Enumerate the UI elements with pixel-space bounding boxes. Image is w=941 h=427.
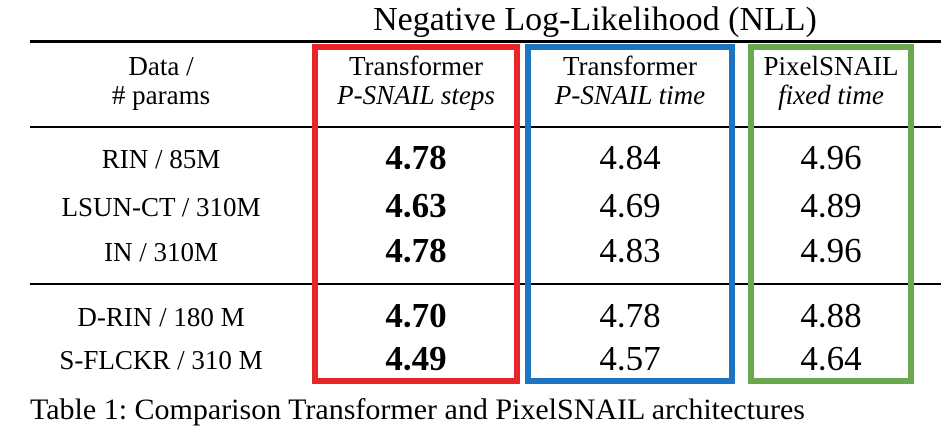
row-label: LSUN-CT / 310M (61, 192, 261, 222)
highlight-box-steps (312, 44, 520, 384)
value-steps: 4.49 (385, 339, 447, 378)
header-model-name: Transformer (563, 51, 697, 81)
highlight-box-time (525, 44, 735, 384)
value-fixed: 4.88 (800, 296, 862, 335)
value-steps: 4.78 (385, 138, 447, 177)
value-time: 4.57 (599, 339, 661, 378)
row-label: IN / 310M (104, 237, 218, 267)
value-time: 4.69 (599, 186, 661, 225)
value-time: 4.84 (599, 138, 661, 177)
header-setting: fixed time (778, 80, 884, 110)
top-rule (30, 40, 941, 43)
header-pixelsnail-fixed: PixelSNAIL fixed time (748, 52, 914, 110)
value-steps: 4.70 (385, 296, 447, 335)
group-rule (30, 283, 941, 285)
table-caption: Table 1: Comparison Transformer and Pixe… (30, 393, 805, 426)
value-fixed: 4.89 (800, 186, 862, 225)
value-fixed: 4.96 (800, 231, 862, 270)
header-setting: P-SNAIL time (554, 80, 706, 110)
value-steps: 4.63 (385, 186, 447, 225)
highlight-box-fixed (748, 44, 914, 384)
row-label: RIN / 85M (101, 144, 221, 174)
value-fixed: 4.64 (800, 339, 862, 378)
value-fixed: 4.96 (800, 138, 862, 177)
header-rule (30, 126, 941, 128)
header-transformer-steps: Transformer P-SNAIL steps (312, 52, 520, 110)
row-label: S-FLCKR / 310 M (59, 345, 263, 375)
header-model-name: PixelSNAIL (763, 51, 899, 81)
table-title: Negative Log-Likelihood (NLL) (373, 1, 817, 38)
header-data-params: Data / # params (30, 52, 292, 110)
header-data-line: Data / (128, 51, 194, 81)
value-steps: 4.78 (385, 231, 447, 270)
row-label: D-RIN / 180 M (77, 302, 245, 332)
value-time: 4.78 (599, 296, 661, 335)
header-setting: P-SNAIL steps (337, 80, 495, 110)
header-model-name: Transformer (349, 51, 483, 81)
value-time: 4.83 (599, 231, 661, 270)
header-params-line: # params (111, 80, 211, 110)
header-transformer-time: Transformer P-SNAIL time (525, 52, 735, 110)
